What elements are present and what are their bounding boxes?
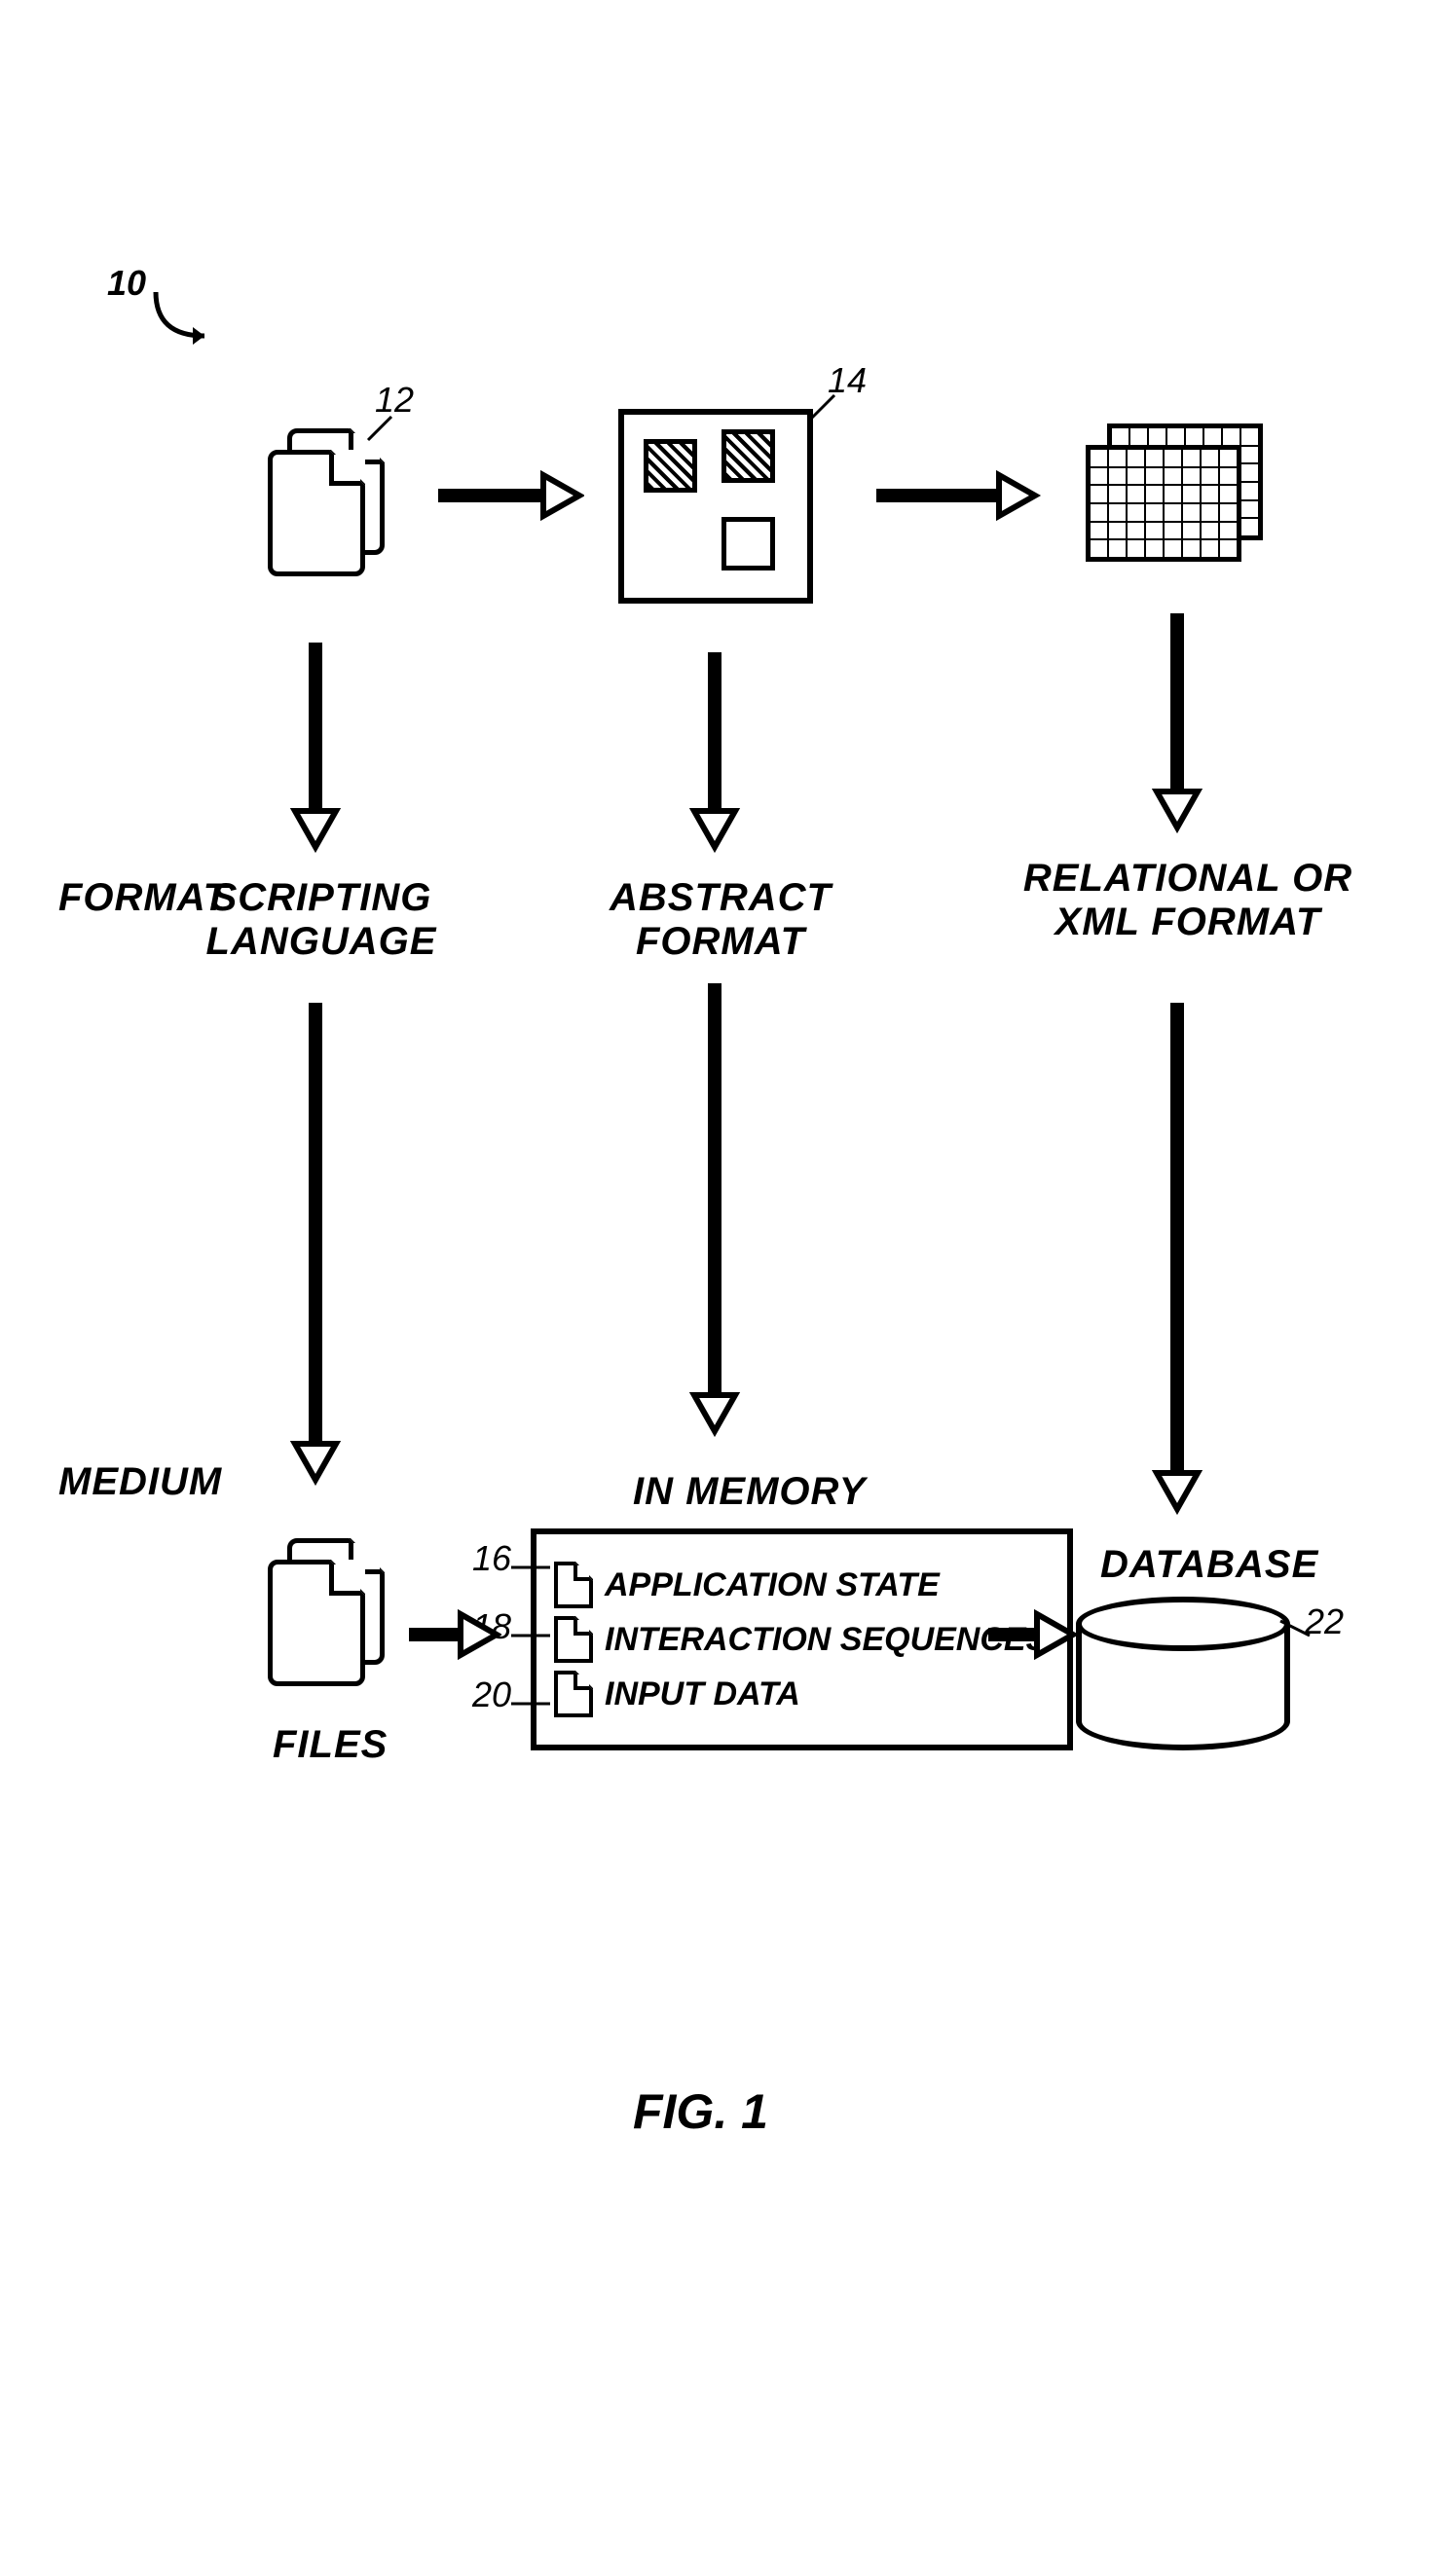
col-label-abstract: ABSTRACT FORMAT	[584, 876, 857, 964]
figure-label: FIG. 1	[633, 2083, 768, 2140]
in-memory-label: IN MEMORY	[633, 1470, 866, 1514]
ref-14-leader	[803, 387, 842, 426]
arrow-script-to-abstract	[428, 467, 584, 526]
page-icon	[554, 1671, 593, 1717]
arrow-files-to-memory	[404, 1606, 501, 1665]
arrow-abstract-to-grid	[867, 467, 1042, 526]
col-label-relational: RELATIONAL OR XML FORMAT	[1013, 857, 1363, 944]
database-label: DATABASE	[1100, 1543, 1318, 1587]
memory-row-input: INPUT DATA	[554, 1671, 1048, 1717]
row-label-medium: MEDIUM	[58, 1460, 222, 1504]
arrow-down-1b	[287, 993, 346, 1490]
ref-12-leader	[360, 409, 399, 448]
arrow-down-2a	[686, 643, 745, 857]
arrow-down-2b	[686, 974, 745, 1441]
ref-10: 10	[107, 263, 146, 304]
ref-16-leader	[506, 1558, 555, 1577]
files-label: FILES	[273, 1723, 388, 1767]
memory-row-interaction: INTERACTION SEQUENCES	[554, 1616, 1048, 1663]
ref-22-leader	[1276, 1616, 1314, 1645]
database-icon	[1076, 1597, 1290, 1772]
arrow-down-3a	[1149, 604, 1207, 837]
ref-20-leader	[506, 1694, 555, 1713]
mem-app-state: APPLICATION STATE	[605, 1566, 940, 1604]
mem-input: INPUT DATA	[605, 1675, 800, 1713]
arrow-down-3b	[1149, 993, 1207, 1519]
arrow-down-1a	[287, 633, 346, 857]
memory-row-app-state: APPLICATION STATE	[554, 1562, 1048, 1608]
figure-1-diagram: 10 FORMAT MEDIUM 12 14	[39, 39, 1402, 2531]
ref-10-leader	[146, 282, 234, 360]
page-icon	[554, 1562, 593, 1608]
page-icon	[554, 1616, 593, 1663]
arrow-memory-to-db	[983, 1606, 1076, 1665]
col-label-scripting: SCRIPTING LANGUAGE	[175, 876, 467, 964]
abstract-format-icon	[618, 409, 813, 604]
ref-18-leader	[506, 1626, 555, 1645]
mem-interaction: INTERACTION SEQUENCES	[605, 1621, 1048, 1659]
